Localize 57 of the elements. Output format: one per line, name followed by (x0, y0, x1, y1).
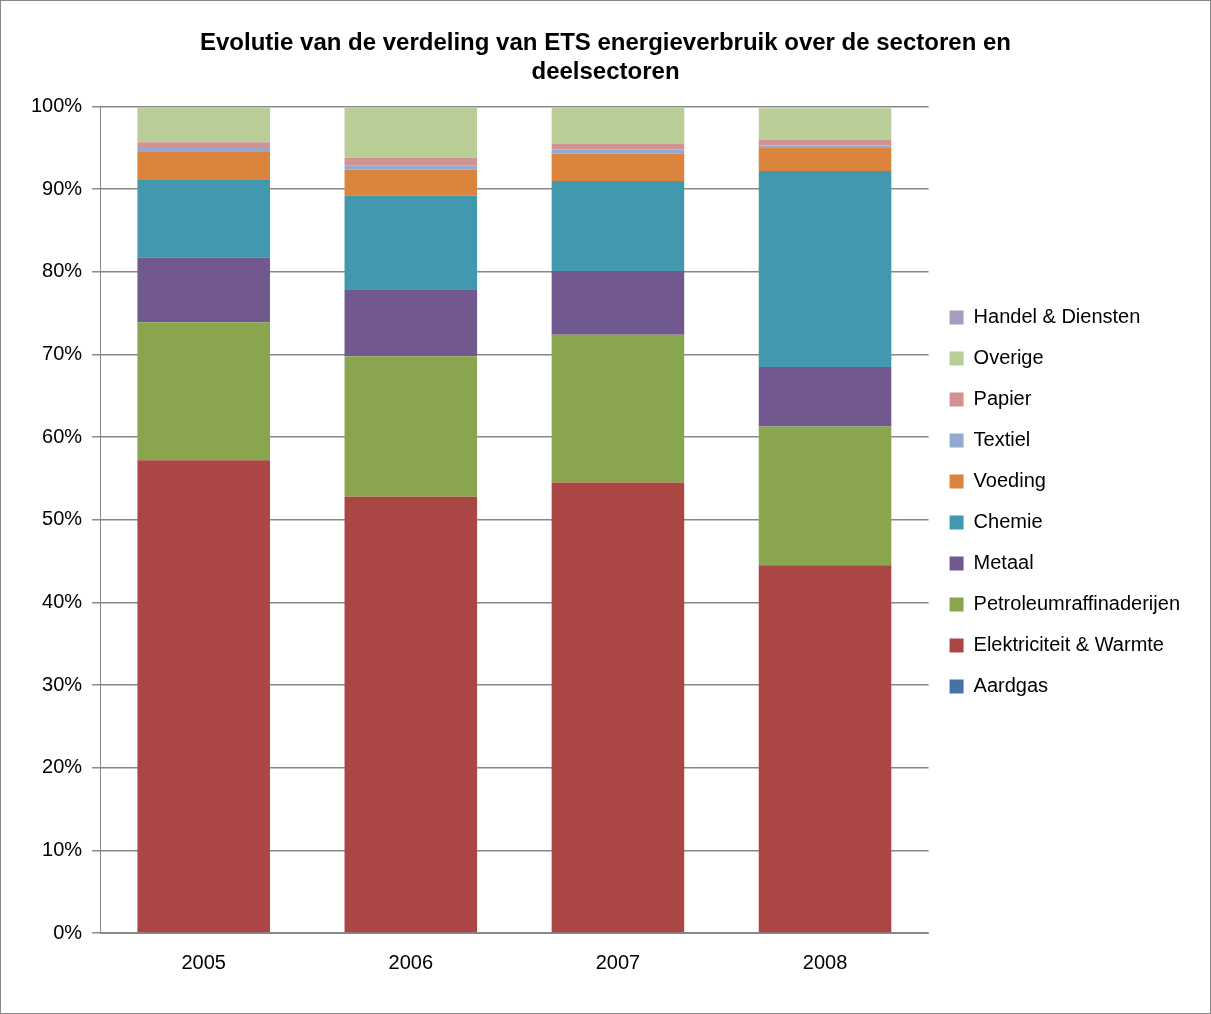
bar (551, 334, 685, 483)
legend-label: Textiel (973, 428, 1031, 451)
bar (137, 142, 270, 148)
bar (758, 366, 892, 427)
bar (551, 107, 685, 144)
x-tick-label: 2005 (181, 950, 226, 973)
legend-label: Metaal (973, 551, 1034, 574)
legend-label: Aardgas (973, 674, 1049, 697)
x-tick-label: 2007 (595, 950, 641, 973)
legend-label: Elektriciteit & Warmte (973, 633, 1164, 656)
y-tick-label: 100% (31, 94, 83, 117)
bar (551, 153, 685, 181)
bar (344, 165, 478, 170)
legend-label: Voeding (973, 469, 1046, 492)
bar (137, 152, 270, 180)
y-tick-label: 60% (42, 424, 83, 447)
bar (137, 322, 270, 461)
chart-title: Evolutie van de verdeling van ETS energieverbruik over de sectoren en deelsectoren (200, 28, 1011, 84)
bar (551, 149, 685, 154)
legend-label: Overige (973, 346, 1044, 369)
bar (344, 107, 478, 158)
legend-label: Petroleumraffinaderijen (973, 592, 1181, 615)
bar (551, 482, 685, 933)
y-tick-label: 30% (42, 672, 83, 695)
y-tick-label: 80% (42, 259, 83, 282)
bar (137, 257, 270, 323)
bar (137, 107, 270, 143)
bar (758, 108, 892, 140)
x-tick-label: 2006 (388, 950, 434, 973)
legend-label: Papier (973, 387, 1032, 410)
bar (344, 496, 478, 933)
y-tick-label: 20% (42, 755, 83, 778)
bar (344, 356, 478, 497)
bar (137, 179, 270, 258)
bar (551, 271, 685, 335)
y-tick-label: 70% (42, 342, 83, 365)
bar (758, 426, 892, 566)
y-tick-label: 10% (42, 837, 83, 860)
bar (758, 565, 892, 933)
bar (551, 180, 685, 272)
bar (551, 143, 685, 150)
y-tick-label: 0% (53, 920, 83, 943)
bar (758, 145, 892, 148)
bar (344, 169, 478, 196)
y-tick-label: 50% (42, 507, 83, 530)
bar (137, 460, 270, 933)
bar (758, 171, 892, 367)
bar (344, 195, 478, 290)
bar (137, 147, 270, 153)
x-tick-label: 2008 (802, 950, 848, 973)
legend-label: Handel & Diensten (973, 305, 1141, 328)
bar (344, 157, 478, 166)
bar (758, 147, 892, 172)
legend-label: Chemie (973, 510, 1043, 533)
y-tick-label: 40% (42, 589, 83, 612)
bar (344, 289, 478, 357)
y-tick-label: 90% (42, 176, 83, 199)
